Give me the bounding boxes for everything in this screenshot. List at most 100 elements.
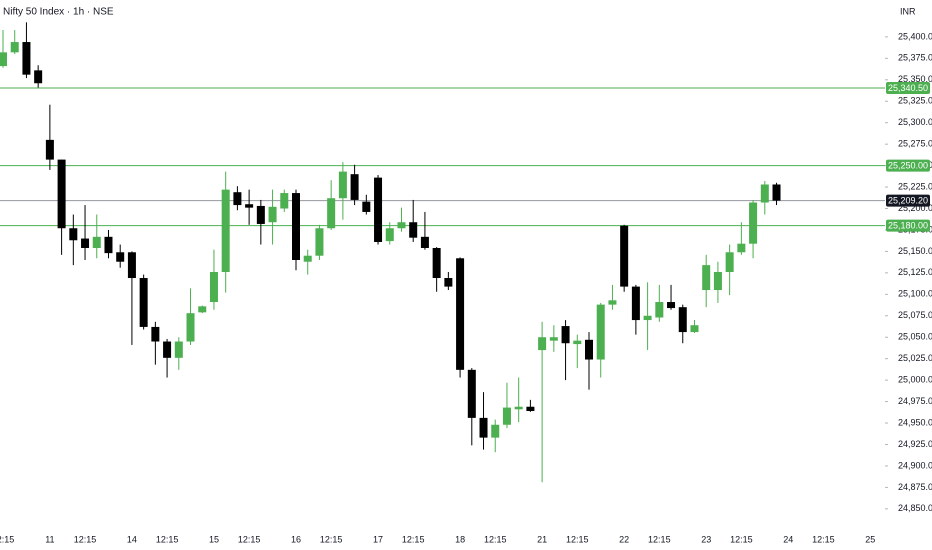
y-tick-label: 25,375.00 bbox=[898, 53, 932, 63]
candle-body bbox=[104, 236, 113, 254]
candle-body bbox=[350, 174, 359, 200]
y-tick-label: 25,400.00 bbox=[898, 31, 932, 41]
candle-body bbox=[585, 339, 593, 360]
candle-body bbox=[116, 252, 125, 262]
x-tick-label: 12:15 bbox=[74, 534, 97, 544]
y-tick-label: 25,000.00 bbox=[898, 375, 932, 385]
y-tick-label: 25,150.00 bbox=[898, 246, 932, 256]
price-line-label: 25,340.50 bbox=[888, 83, 928, 93]
candle-body bbox=[432, 247, 441, 279]
candle-body bbox=[608, 300, 617, 305]
candle-body bbox=[327, 198, 336, 229]
candle-body bbox=[678, 307, 687, 333]
price-line-label: 25,250.00 bbox=[888, 160, 928, 170]
candle-body bbox=[292, 193, 300, 260]
y-tick-label: 24,975.00 bbox=[898, 396, 932, 406]
last-price-badge bbox=[886, 194, 930, 207]
x-tick-label: 17 bbox=[373, 534, 383, 544]
candle-body bbox=[151, 326, 160, 342]
candle-body bbox=[221, 189, 230, 273]
x-tick-label: 18 bbox=[455, 534, 465, 544]
x-tick-label: 14 bbox=[127, 534, 137, 544]
candle-body bbox=[233, 192, 242, 206]
y-tick-label: 24,875.00 bbox=[898, 482, 932, 492]
candle-body bbox=[209, 272, 218, 303]
y-tick-label: 25,300.00 bbox=[898, 117, 932, 127]
y-tick-label: 25,125.00 bbox=[898, 267, 932, 277]
candle-body bbox=[303, 255, 312, 262]
candle-body bbox=[444, 278, 453, 287]
y-tick-label: 25,200.00 bbox=[898, 203, 932, 213]
x-tick-label: 12:15 bbox=[648, 534, 671, 544]
x-tick-label: 12:15 bbox=[730, 534, 753, 544]
y-tick-label: 25,275.00 bbox=[898, 139, 932, 149]
candle-body bbox=[34, 70, 43, 84]
candle-body bbox=[10, 42, 19, 53]
candle-body bbox=[467, 369, 476, 418]
x-tick-label: 12:15 bbox=[320, 534, 343, 544]
candle-body bbox=[127, 252, 136, 279]
y-tick-label: 25,075.00 bbox=[898, 310, 932, 320]
candle-body bbox=[690, 325, 699, 333]
last-price-label: 25,209.20 bbox=[888, 195, 928, 205]
candle-body bbox=[620, 225, 629, 287]
x-tick-label: 21 bbox=[537, 534, 547, 544]
candle-body bbox=[631, 286, 640, 321]
y-tick-label: 25,225.00 bbox=[898, 181, 932, 191]
candle-body bbox=[420, 236, 429, 248]
candle-body bbox=[315, 228, 324, 256]
x-tick-label: 12:15 bbox=[566, 534, 589, 544]
candle-body bbox=[409, 222, 418, 238]
candle-body bbox=[713, 272, 722, 291]
x-tick-label: 12:15 bbox=[484, 534, 507, 544]
candle-body bbox=[760, 184, 769, 203]
candle-body bbox=[479, 417, 488, 438]
candle-body bbox=[749, 202, 758, 244]
x-tick-label: 12:15 bbox=[402, 534, 425, 544]
candle-body bbox=[198, 306, 207, 313]
candle-body bbox=[549, 337, 558, 341]
candle-body bbox=[643, 315, 652, 321]
candle-body bbox=[491, 424, 500, 438]
y-tick-label: 25,025.00 bbox=[898, 353, 932, 363]
x-tick-label: 16 bbox=[291, 534, 301, 544]
x-tick-label: 12:15 bbox=[812, 534, 835, 544]
price-line-badge bbox=[886, 219, 930, 232]
y-tick-label: 25,050.00 bbox=[898, 332, 932, 342]
price-line-label: 25,180.00 bbox=[888, 221, 928, 231]
x-tick-label: 24 bbox=[783, 534, 793, 544]
candle-body bbox=[772, 184, 781, 201]
candle-body bbox=[596, 304, 605, 360]
candle-body bbox=[538, 337, 547, 351]
candle-body bbox=[338, 171, 347, 199]
price-line-badge bbox=[886, 159, 930, 172]
candle-body bbox=[362, 201, 371, 212]
candle-body bbox=[667, 302, 676, 309]
candle-body bbox=[456, 258, 465, 370]
candle-body bbox=[725, 252, 734, 273]
candle-body bbox=[92, 236, 101, 248]
candle-body bbox=[514, 406, 523, 410]
candle-body bbox=[245, 204, 254, 208]
y-tick-label: 25,350.00 bbox=[898, 74, 932, 84]
y-tick-label: 24,850.00 bbox=[898, 503, 932, 513]
candle-body bbox=[0, 52, 7, 67]
x-tick-label: 12:15 bbox=[238, 534, 261, 544]
candle-body bbox=[174, 341, 183, 358]
x-tick-label: 12:15 bbox=[0, 534, 14, 544]
x-tick-label: 12:15 bbox=[156, 534, 179, 544]
candle-body bbox=[81, 238, 90, 248]
candle-body bbox=[280, 193, 289, 209]
candle-body bbox=[163, 341, 172, 358]
candle-body bbox=[22, 42, 31, 75]
y-tick-label: 24,925.00 bbox=[898, 439, 932, 449]
candle-body bbox=[139, 278, 148, 327]
y-tick-label: 24,900.00 bbox=[898, 460, 932, 470]
x-tick-label: 23 bbox=[701, 534, 711, 544]
candle-body bbox=[69, 228, 78, 241]
candle-body bbox=[737, 243, 746, 253]
candle-body bbox=[57, 159, 66, 229]
candle-body bbox=[561, 326, 570, 344]
